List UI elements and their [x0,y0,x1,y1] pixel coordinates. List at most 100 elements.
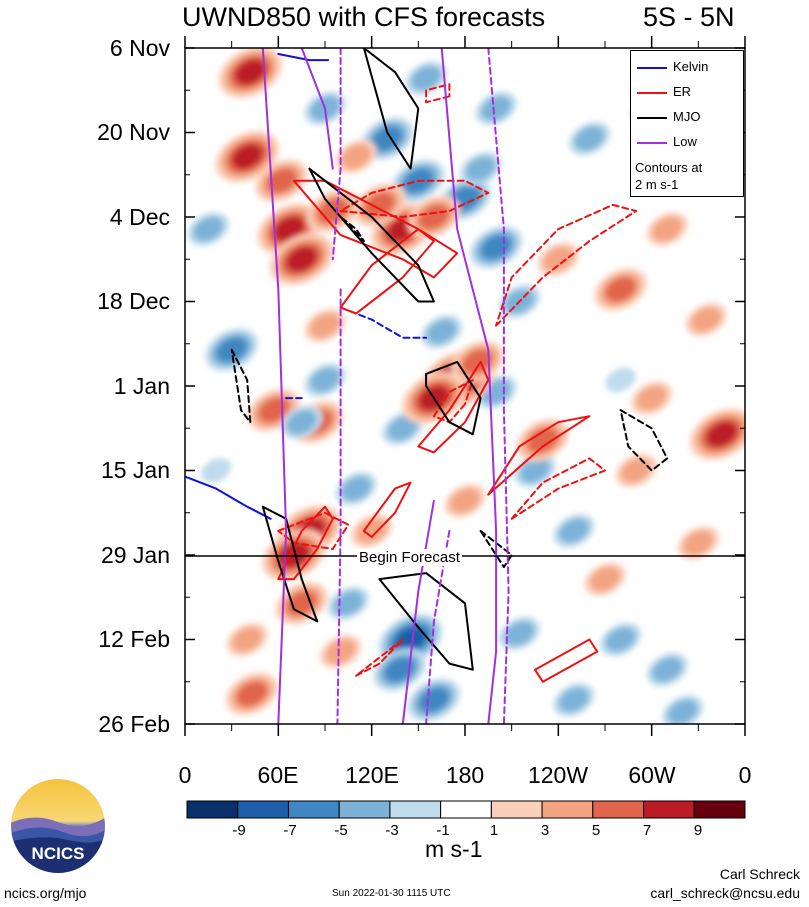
colorbar-tick-label: -3 [385,822,399,839]
ncics-logo: NCICS [9,777,107,875]
colorbar-tick-label: 3 [540,822,550,839]
contour-er [495,203,638,327]
colorbar-swatch [287,800,340,819]
anomaly-cell [449,488,481,513]
contour-er [362,481,412,538]
y-tick-label: 29 Jan [100,542,170,568]
anomaly-cell [543,246,574,272]
contour-er [487,415,591,496]
anomaly-cell [236,681,267,707]
anomaly-cell [426,319,457,344]
anomaly-cell [558,518,589,544]
colorbar-swatch [389,800,442,819]
colorbar-tick-label: -1 [436,822,450,839]
anomaly-cell [266,168,297,194]
contour-er [292,179,459,279]
y-tick-label: 12 Feb [98,626,170,652]
anomaly-cell [286,246,317,272]
contour-er [510,457,606,520]
anomaly-cell [418,204,449,230]
colorbar-swatch [693,800,746,819]
colorbar [186,800,746,819]
y-tick-label: 6 Nov [109,35,170,61]
anomaly-cell [527,428,558,453]
anomaly-cell [691,307,722,332]
anomaly-cell [605,627,636,652]
contour-low [261,48,288,724]
contour-kelvin [277,53,330,62]
colorbar-swatch [592,800,645,819]
colorbar-swatch [186,800,239,819]
colorbar-tick-label: -9 [232,822,246,839]
colorbar-tick-label: 9 [693,822,703,839]
legend-note-line: Contours at [635,160,703,175]
anomaly-cell [201,458,232,483]
legend-swatch [637,117,667,119]
legend-item-er: ER [635,84,743,100]
legend-note: Contours at 2 m s-1 [635,159,743,193]
x-tick-label: 120E [345,762,399,788]
anomaly-cell [341,476,372,501]
anomaly-cell [621,458,652,483]
legend-note-line: 2 m s-1 [635,177,679,192]
colorbar-swatch [237,800,289,819]
anomaly-cell [667,699,698,724]
anomaly-cell [462,349,493,375]
contour-mjo [378,572,474,671]
anomaly-cell [325,639,356,664]
legend: Kelvin ER MJO Low Contours at 2 m s-1 [630,50,744,197]
legend-item-kelvin: Kelvin [635,59,743,75]
contour-er [339,179,490,218]
begin-forecast-label: Begin Forecast [357,549,462,566]
anomaly-cell [333,591,364,616]
anomaly-cell [706,422,737,447]
y-tick-label: 20 Nov [97,119,170,145]
anomaly-cell [395,627,426,652]
contour-er [339,228,435,315]
legend-label: ER [673,84,692,99]
legend-label: MJO [673,109,701,124]
colorbar-swatch [541,800,594,819]
anomaly-cell [364,192,395,218]
colorbar-tick-label: 1 [489,822,499,839]
colorbar-swatch [643,800,695,819]
anomaly-cell [387,415,418,441]
anomaly-cell [286,409,317,435]
contour-mjo [362,48,420,170]
colorbar-swatch [338,800,391,819]
colorbar-swatch [490,800,543,819]
chart-title: UWND850 with CFS forecasts [182,2,546,32]
contour-low [440,48,498,724]
contour-low [331,48,342,261]
y-tick-label: 15 Jan [100,457,170,483]
legend-label: Kelvin [673,59,709,74]
anomaly-cell [193,216,224,242]
contour-er [534,638,599,683]
anomaly-cell [683,530,714,556]
x-tick-label: 60W [628,762,676,788]
anomaly-cell [558,687,589,713]
contour-er [355,638,404,677]
x-tick-label: 60E [257,762,299,788]
colorbar-units: m s-1 [425,836,483,862]
footer-url: ncics.org/mjo [4,885,87,901]
colorbar-swatch [440,800,492,819]
anomaly-cell [232,144,263,169]
contour-mjo [425,360,482,436]
footer-email: carl_schreck@ncsu.edu [650,885,800,901]
x-tick-label: 0 [178,762,192,788]
chart-region: 5S - 5N [643,2,735,32]
colorbar-tick-label: -7 [283,822,297,839]
anomaly-cell [652,216,683,242]
x-tick-label: 0 [738,762,752,788]
contour-low [300,48,334,170]
y-tick-label: 26 Feb [98,711,170,737]
contour-er [277,505,334,581]
anomaly-cell [309,313,341,338]
logo-text: NCICS [32,844,85,863]
contour-mjo [308,167,435,303]
anomaly-cell [309,367,341,393]
anomaly-cell [481,96,512,121]
anomaly-cell [636,385,667,411]
